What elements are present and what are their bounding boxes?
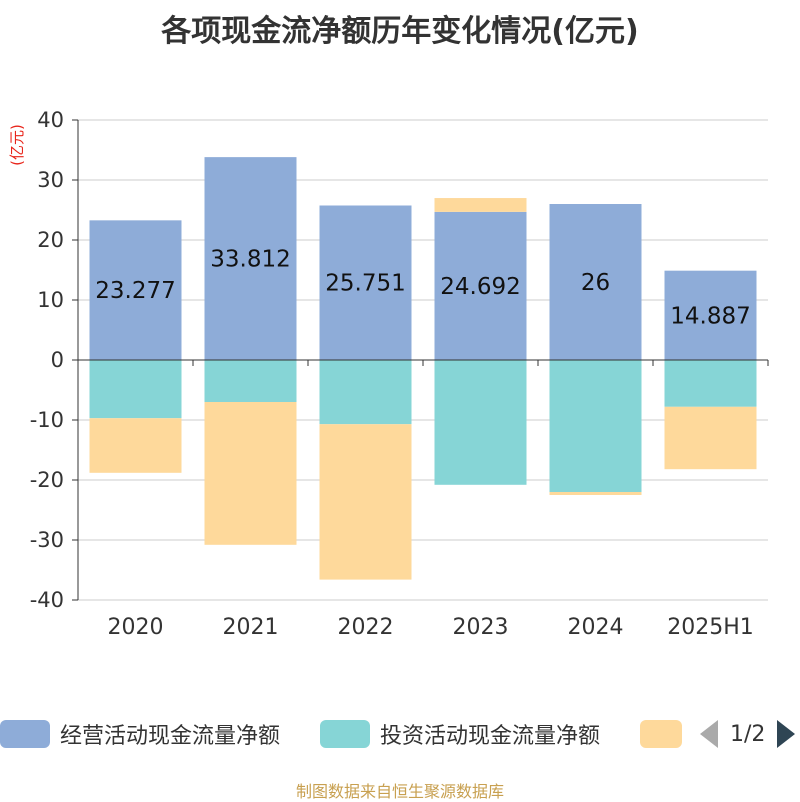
data-label: 25.751 [325, 271, 405, 297]
legend-swatch-operating [0, 720, 50, 748]
legend-item-operating[interactable]: 经营活动现金流量净额 [0, 718, 280, 750]
bar-operating-2024 [549, 204, 642, 360]
legend-label-operating: 经营活动现金流量净额 [60, 724, 281, 749]
bar-operating-2021 [204, 157, 297, 360]
legend: 经营活动现金流量净额 投资活动现金流量净额 1/2 [0, 716, 800, 752]
data-label: 14.887 [670, 303, 750, 329]
x-tick-label: 2020 [108, 615, 164, 640]
bar-third-2024 [549, 492, 642, 495]
data-label: 26 [581, 270, 610, 296]
bar-operating-2022 [319, 205, 412, 360]
y-axis-label: (亿元) [8, 124, 26, 166]
legend-label-investing: 投资活动现金流量净额 [380, 724, 601, 749]
x-tick-label: 2022 [338, 615, 394, 640]
legend-swatch-third [640, 720, 682, 748]
y-tick-label: -30 [30, 528, 64, 552]
bar-operating-2023 [434, 211, 527, 360]
data-label: 24.692 [440, 274, 520, 300]
bar-operating-2025H1 [664, 270, 757, 360]
y-tick-label: -20 [30, 468, 64, 492]
bar-investing-2022 [319, 360, 412, 425]
y-tick-label: 10 [37, 288, 64, 312]
y-tick-label: 20 [37, 228, 64, 252]
bar-third-2025H1 [664, 406, 757, 470]
bar-investing-2025H1 [664, 360, 757, 407]
bar-third-2022 [319, 424, 412, 580]
bar-investing-2024 [549, 360, 642, 492]
legend-page-indicator: 1/2 [730, 721, 766, 747]
data-label: 23.277 [95, 278, 175, 304]
bar-investing-2020 [89, 360, 182, 419]
chart-title: 各项现金流净额历年变化情况(亿元) [161, 14, 639, 49]
x-tick-label: 2024 [568, 615, 624, 640]
legend-next-icon[interactable] [777, 720, 796, 748]
x-tick-label: 2025H1 [667, 615, 754, 640]
legend-prev-icon[interactable] [700, 720, 718, 748]
bar-operating-2020 [89, 220, 182, 360]
bar-investing-2023 [434, 360, 527, 485]
bar-third-2020 [89, 418, 182, 473]
bar-third-2023 [434, 198, 527, 212]
x-tick-label: 2021 [223, 615, 279, 640]
bar-investing-2021 [204, 360, 297, 402]
legend-swatch-investing [320, 720, 370, 748]
y-tick-label: 30 [37, 168, 64, 192]
source-note: 制图数据来自恒生聚源数据库 [295, 782, 504, 801]
legend-item-third[interactable] [640, 718, 682, 750]
y-tick-label: -10 [30, 408, 64, 432]
data-label: 33.812 [210, 247, 290, 273]
bar-third-2021 [204, 402, 297, 545]
x-tick-label: 2023 [453, 615, 509, 640]
legend-item-investing[interactable]: 投资活动现金流量净额 [320, 718, 600, 750]
legend-pager: 1/2 [700, 718, 796, 750]
y-tick-label: -40 [30, 588, 64, 612]
y-tick-label: 0 [51, 348, 64, 372]
y-tick-label: 40 [37, 108, 64, 132]
chart-area: 40 30 20 10 0 -10 -20 -30 -40 (亿元) 23.277 33.812 25.… [8, 108, 769, 640]
